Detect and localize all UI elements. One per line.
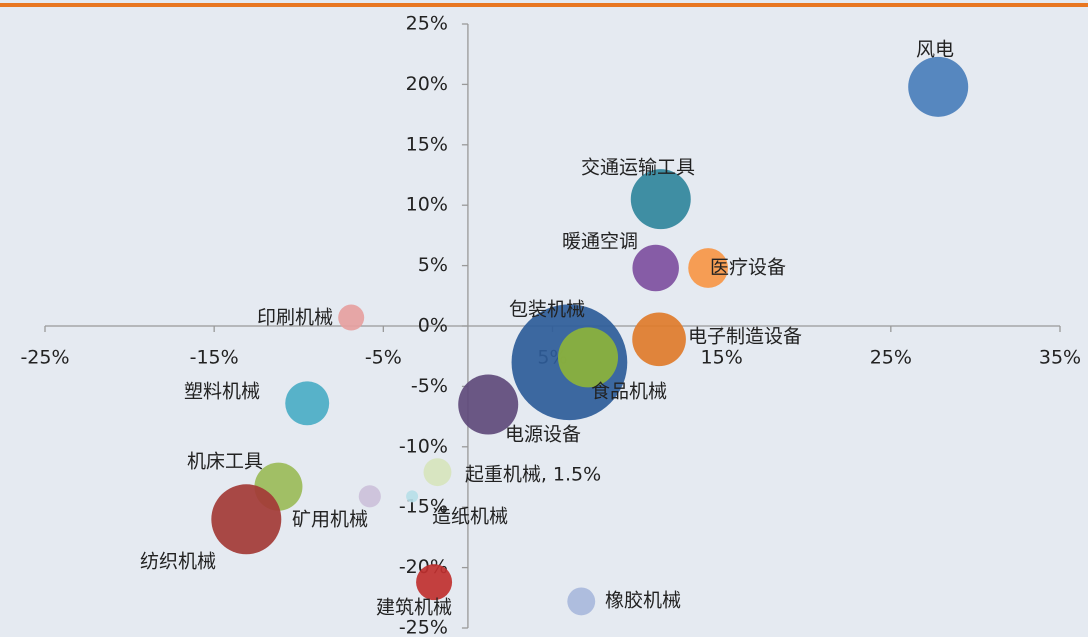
bubble (632, 244, 679, 292)
bubble (338, 304, 365, 331)
bubble-label: 食品机械 (591, 381, 667, 403)
x-tick-label: 35% (1039, 347, 1081, 369)
bubble (358, 485, 381, 508)
bubble-label: 风电 (916, 39, 954, 61)
bubble-label: 建筑机械 (376, 597, 452, 619)
bubble (908, 56, 969, 117)
bubble-label: 造纸机械 (432, 506, 508, 528)
bubble-label: 纺织机械 (140, 551, 216, 573)
bubble (406, 490, 419, 503)
bubble (423, 458, 452, 487)
y-tick-label: 10% (406, 194, 448, 216)
bubble (567, 587, 596, 616)
bubble-label: 交通运输工具 (581, 157, 695, 179)
bubble-label: 包装机械 (509, 299, 585, 321)
y-tick-label: 20% (406, 73, 448, 95)
y-tick-label: -10% (399, 435, 448, 457)
bubble-label: 电子制造设备 (688, 326, 802, 348)
bubble-label: 暖通空调 (562, 231, 638, 253)
bubble (558, 327, 619, 388)
bubble-label: 印刷机械 (257, 307, 333, 329)
x-tick-label: -5% (365, 347, 402, 369)
bubble (688, 248, 729, 288)
y-tick-label: 15% (406, 133, 448, 155)
bubble (285, 381, 330, 426)
y-tick-label: 25% (406, 13, 448, 35)
bubble-label: 机床工具 (187, 451, 263, 473)
bubble-label: 电源设备 (505, 424, 581, 446)
bubble (632, 312, 686, 367)
bubble (458, 374, 519, 435)
top-rule (0, 3, 1088, 7)
bubble (211, 484, 282, 555)
y-tick-label: 0% (418, 315, 448, 337)
x-tick-label: -25% (20, 347, 69, 369)
x-tick-label: -15% (190, 347, 239, 369)
y-tick-label: -25% (399, 617, 448, 637)
bubble-label: 橡胶机械 (605, 590, 681, 612)
bubble-label: 医疗设备 (710, 257, 786, 279)
y-tick-label: -5% (411, 375, 448, 397)
bubble (416, 564, 453, 601)
y-tick-label: 5% (418, 254, 448, 276)
bubble (630, 169, 691, 230)
bubble-label: 矿用机械 (292, 509, 368, 531)
bubble-label: 塑料机械 (184, 381, 260, 403)
bubble-label: 起重机械, 1.5% (465, 464, 601, 486)
x-tick-label: 25% (870, 347, 912, 369)
x-tick-label: 15% (701, 347, 743, 369)
